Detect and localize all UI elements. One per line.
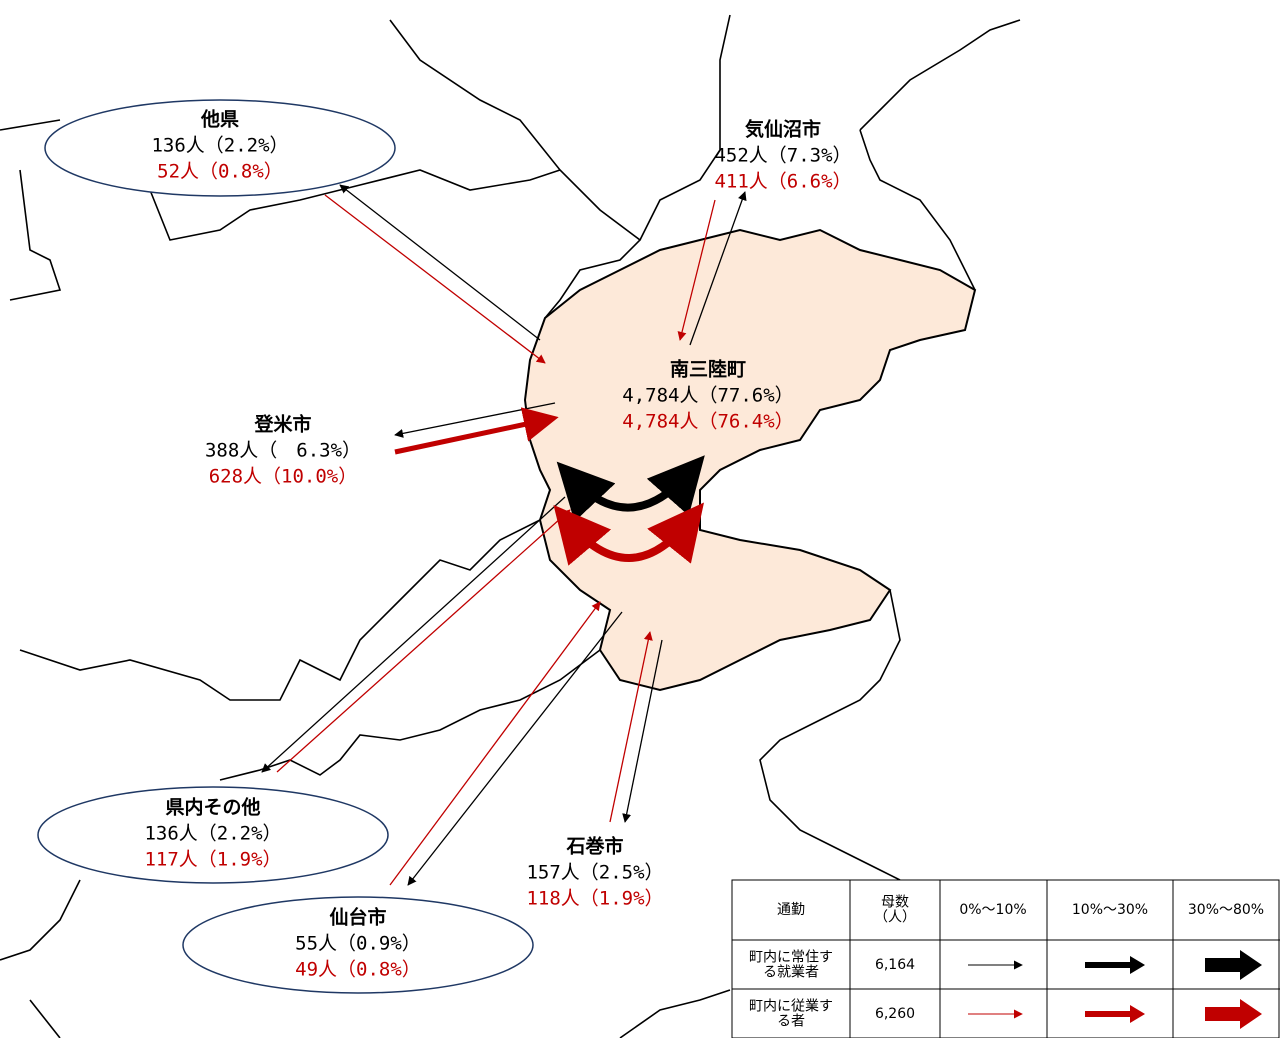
- boundaries: [0, 14, 1021, 1038]
- residents-count: 157人（2.5%）: [526, 862, 663, 884]
- legend-arrow: [1205, 950, 1262, 980]
- table-header: 30%～80%: [1188, 902, 1264, 918]
- boundary: [29, 999, 61, 1038]
- ellipses: [37, 99, 534, 994]
- place-name: 県内その他: [165, 796, 260, 819]
- row-count: 6,260: [875, 1006, 915, 1022]
- row-label: 町内に従業する者: [749, 998, 833, 1029]
- legend-arrow: [1085, 956, 1145, 974]
- place-name: 南三陸町: [670, 358, 746, 381]
- coast: [859, 129, 976, 291]
- table-header: 通勤: [777, 902, 805, 918]
- boundary: [149, 169, 561, 241]
- table-header: 0%～10%: [959, 902, 1026, 918]
- flow-arrows: [261, 184, 747, 886]
- residents-count: 136人（2.2%）: [144, 823, 281, 845]
- arrow: [324, 194, 546, 364]
- workers-count: 628人（10.0%）: [209, 466, 358, 488]
- coast: [859, 19, 1021, 131]
- boundary: [639, 14, 731, 241]
- boundary: [389, 19, 642, 319]
- row-count: 6,164: [875, 957, 915, 973]
- residents-count: 4,784人（77.6%）: [622, 385, 793, 407]
- workers-count: 52人（0.8%）: [157, 161, 283, 183]
- arrow: [261, 496, 566, 773]
- workers-count: 117人（1.9%）: [144, 849, 281, 871]
- arrow: [407, 611, 623, 886]
- boundary: [219, 649, 601, 781]
- arrow: [677, 199, 716, 341]
- residents-count: 388人（ 6.3%）: [205, 440, 361, 462]
- label-ellipse: [182, 896, 534, 994]
- workers-count: 4,784人（76.4%）: [622, 411, 793, 433]
- place-name: 石巻市: [565, 835, 623, 858]
- arrow: [276, 509, 571, 773]
- labels: 他県 136人（2.2%） 52人（0.8%） 気仙沼市 452人（7.3%） 411人（…: [144, 108, 851, 981]
- boundary: [619, 989, 731, 1038]
- place-name: 気仙沼市: [745, 118, 821, 141]
- boundary: [0, 879, 81, 961]
- boundary: [0, 119, 61, 131]
- place-name: 仙台市: [329, 906, 386, 929]
- arrow: [394, 407, 559, 455]
- boundary: [19, 519, 541, 701]
- row-label: 町内に常住する就業者: [749, 949, 833, 980]
- arrow: [339, 184, 541, 341]
- label-ellipse: [37, 786, 389, 884]
- table-header: 10%～30%: [1072, 902, 1148, 918]
- workers-count: 411人（6.6%）: [714, 171, 851, 193]
- arrow: [622, 639, 663, 823]
- legend-table: 通勤 母数（人） 0%～10% 10%～30% 30%～80% 町内に常住する就…: [731, 879, 1280, 1038]
- residents-count: 452人（7.3%）: [714, 145, 851, 167]
- legend-arrow: [1085, 1005, 1145, 1023]
- table-frame: [731, 879, 1280, 1038]
- arrow: [389, 601, 601, 886]
- arrow: [609, 631, 653, 823]
- boundary: [9, 169, 62, 301]
- place-name: 他県: [200, 108, 239, 131]
- residents-count: 136人（2.2%）: [151, 135, 288, 157]
- workers-count: 118人（1.9%）: [526, 888, 663, 910]
- table-header: 母数（人）: [874, 894, 916, 925]
- legend-arrow: [1205, 999, 1262, 1029]
- place-name: 登米市: [253, 413, 311, 436]
- label-ellipse: [44, 99, 396, 197]
- residents-count: 55人（0.9%）: [295, 933, 421, 955]
- loop-arrow: [553, 502, 705, 566]
- coast: [759, 589, 901, 881]
- town-area: [523, 228, 977, 692]
- arrow: [689, 191, 747, 346]
- workers-count: 49人（0.8%）: [295, 959, 421, 981]
